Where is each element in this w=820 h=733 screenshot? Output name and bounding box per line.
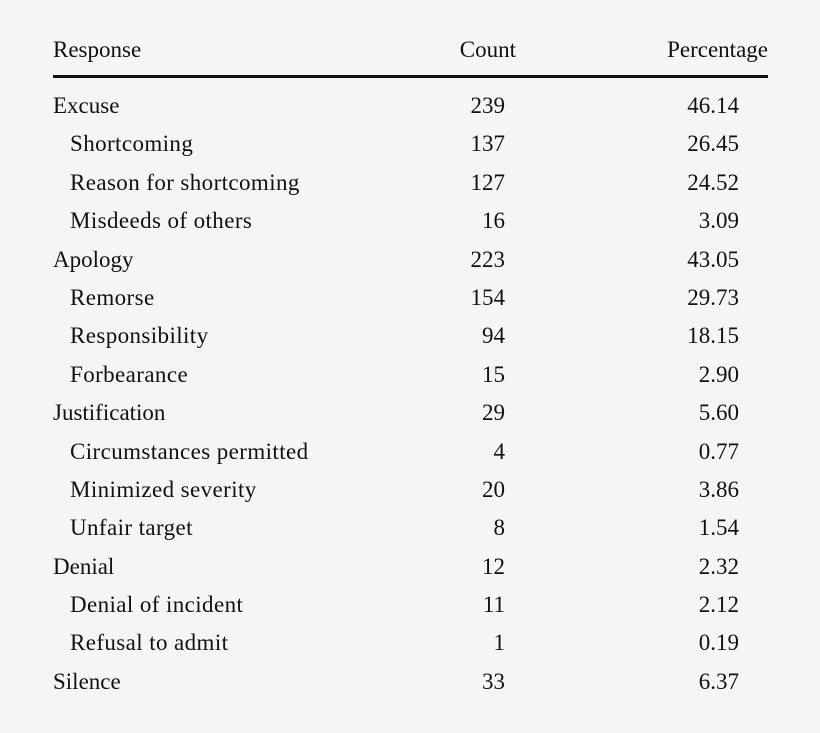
category-label: Silence bbox=[53, 668, 121, 694]
table-row: Reason for shortcoming 127 24.52 bbox=[53, 168, 768, 206]
percentage-cell: 5.60 bbox=[698, 400, 739, 426]
table-row: Circumstances permitted 4 0.77 bbox=[53, 437, 768, 475]
subcategory-label: Refusal to admit bbox=[70, 630, 229, 656]
subcategory-label: Remorse bbox=[70, 284, 155, 310]
subcategory-label: Forbearance bbox=[70, 361, 189, 387]
percentage-cell: 3.86 bbox=[698, 476, 739, 502]
count-cell: 239 bbox=[470, 93, 506, 118]
percentage-cell: 29.73 bbox=[687, 284, 739, 310]
percentage-cell: 26.45 bbox=[687, 131, 739, 157]
percentage-cell: 6.37 bbox=[698, 668, 739, 694]
table-row: Denial 12 2.32 bbox=[53, 552, 768, 590]
count-cell: 94 bbox=[482, 323, 505, 349]
percentage-cell: 46.14 bbox=[687, 93, 739, 118]
table-row: Unfair target 8 1.54 bbox=[53, 513, 768, 551]
percentage-cell: 0.19 bbox=[698, 630, 739, 656]
percentage-cell: 18.15 bbox=[687, 323, 739, 349]
table-row: Apology 223 43.05 bbox=[53, 245, 768, 283]
table-row: Remorse 154 29.73 bbox=[53, 283, 768, 321]
table-row: Justification 29 5.60 bbox=[53, 398, 768, 436]
count-cell: 4 bbox=[493, 438, 506, 464]
table-row: Shortcoming 137 26.45 bbox=[53, 129, 768, 167]
count-cell: 223 bbox=[470, 246, 506, 272]
column-header-count: Count bbox=[459, 37, 516, 62]
count-cell: 11 bbox=[482, 592, 505, 618]
percentage-cell: 2.32 bbox=[698, 553, 739, 579]
table-row: Minimized severity 20 3.86 bbox=[53, 475, 768, 513]
table-row: Denial of incident 11 2.12 bbox=[53, 590, 768, 628]
table-header: Response Count Percentage bbox=[53, 31, 768, 75]
percentage-cell: 43.05 bbox=[687, 246, 739, 272]
category-label: Justification bbox=[53, 400, 166, 426]
count-cell: 127 bbox=[470, 169, 506, 195]
percentage-cell: 0.77 bbox=[698, 438, 739, 464]
subcategory-label: Denial of incident bbox=[70, 592, 244, 618]
table-body: Excuse 239 46.14 Shortcoming 137 26.45 Reason … bbox=[53, 91, 768, 705]
subcategory-label: Minimized severity bbox=[70, 476, 257, 502]
percentage-cell: 1.54 bbox=[698, 515, 739, 541]
count-cell: 15 bbox=[482, 361, 505, 387]
count-cell: 16 bbox=[482, 208, 505, 234]
percentage-cell: 24.52 bbox=[687, 169, 739, 195]
subcategory-label: Misdeeds of others bbox=[70, 208, 253, 234]
percentage-cell: 2.12 bbox=[698, 592, 739, 618]
count-cell: 12 bbox=[482, 553, 505, 579]
table-row: Responsibility 94 18.15 bbox=[53, 321, 768, 359]
subcategory-label: Responsibility bbox=[70, 323, 209, 349]
table-row: Misdeeds of others 16 3.09 bbox=[53, 206, 768, 244]
category-label: Excuse bbox=[53, 93, 120, 118]
percentage-cell: 2.90 bbox=[698, 361, 739, 387]
count-cell: 8 bbox=[493, 515, 506, 541]
response-table: Response Count Percentage Excuse 239 46.14… bbox=[53, 31, 768, 694]
category-label: Apology bbox=[53, 246, 134, 272]
count-cell: 154 bbox=[470, 284, 506, 310]
table-row: Forbearance 15 2.90 bbox=[53, 360, 768, 398]
subcategory-label: Shortcoming bbox=[70, 131, 194, 157]
percentage-cell: 3.09 bbox=[698, 208, 739, 234]
table-row: Silence 33 6.37 bbox=[53, 667, 768, 705]
column-header-percentage: Percentage bbox=[667, 37, 768, 62]
subcategory-label: Unfair target bbox=[70, 515, 193, 541]
count-cell: 29 bbox=[482, 400, 505, 426]
table-row: Excuse 239 46.14 bbox=[53, 91, 768, 129]
header-rule bbox=[53, 75, 768, 78]
subcategory-label: Circumstances permitted bbox=[70, 438, 309, 464]
count-cell: 33 bbox=[482, 668, 505, 694]
table-row: Refusal to admit 1 0.19 bbox=[53, 628, 768, 666]
category-label: Denial bbox=[53, 553, 115, 579]
count-cell: 20 bbox=[482, 476, 505, 502]
column-header-response: Response bbox=[53, 37, 142, 62]
subcategory-label: Reason for shortcoming bbox=[70, 169, 300, 195]
count-cell: 137 bbox=[470, 131, 506, 157]
count-cell: 1 bbox=[493, 630, 506, 656]
